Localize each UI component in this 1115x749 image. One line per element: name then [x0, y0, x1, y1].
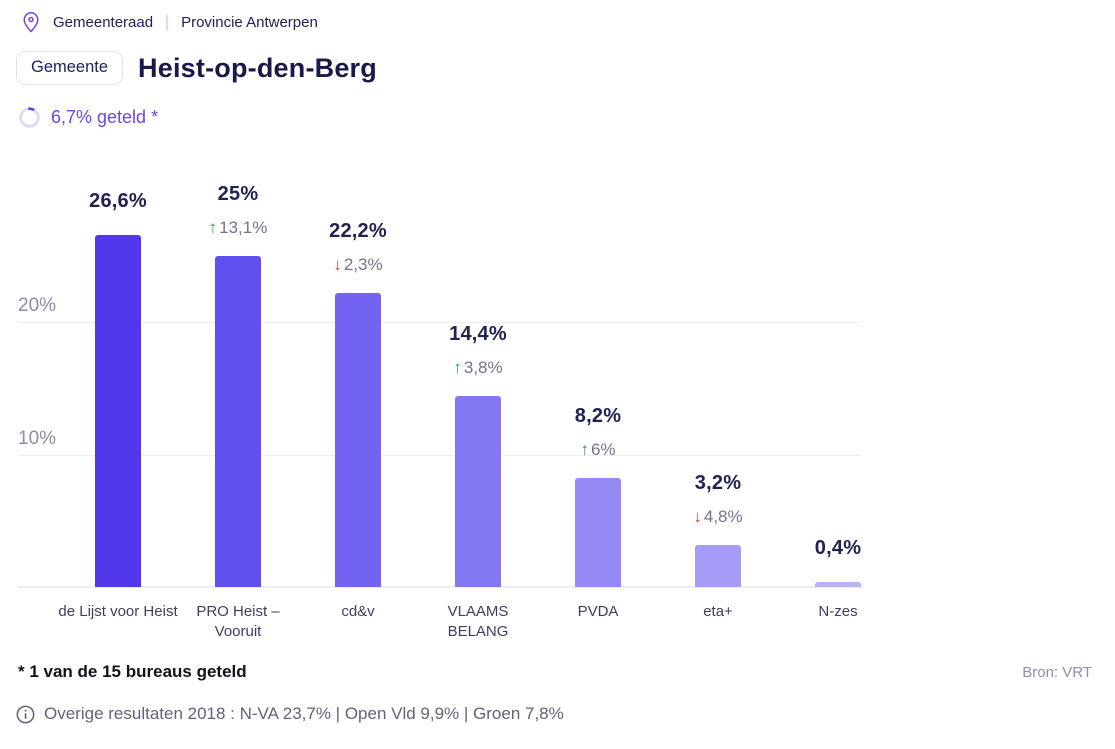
other-results-row: Overige resultaten 2018 : N-VA 23,7% | O… [16, 704, 564, 724]
bar-change-label: ↓ 2,3% [288, 255, 428, 275]
bar-de Lijst voor Heist[interactable] [95, 235, 141, 587]
info-icon [16, 705, 35, 723]
arrow-up-icon: ↑ [453, 358, 462, 377]
breadcrumb: Gemeenteraad Provincie Antwerpen [22, 12, 318, 33]
bar-value-label: 0,4% [814, 537, 862, 559]
other-results-text: Overige resultaten 2018 : N-VA 23,7% | O… [44, 704, 564, 723]
change-value: 4,8% [703, 507, 743, 526]
title-row: Gemeente Heist-op-den-Berg [16, 51, 377, 85]
arrow-down-icon: ↓ [333, 255, 342, 274]
x-axis-label-N-zes: N-zes [818, 603, 858, 620]
x-axis-line [18, 586, 860, 588]
bar-cd&v[interactable] [335, 293, 381, 587]
x-axis-label-cd&v: cd&v [341, 603, 375, 620]
results-bar-chart: 20% 10% 26,6% de Lijst voor Heist 25% ↑ 13,1% P… [0, 160, 1115, 660]
location-pin-icon [23, 12, 39, 33]
arrow-down-icon: ↓ [693, 507, 702, 526]
y-axis-tick: 20% [18, 295, 57, 316]
gridline-20% [18, 322, 860, 323]
counted-progress: 6,7% geteld * [18, 106, 158, 129]
change-value: 6% [590, 440, 616, 459]
x-axis-label-PVDA: PVDA [577, 603, 619, 620]
bar-value-label: 8,2% [574, 405, 622, 427]
bar-PRO Heist – Vooruit[interactable] [215, 256, 261, 587]
bar-VLAAMS BELANG[interactable] [455, 396, 501, 587]
change-value: 2,3% [343, 255, 383, 274]
bar-value-label: 3,2% [694, 472, 742, 494]
counted-label: 6,7% geteld * [51, 107, 159, 127]
bar-PVDA[interactable] [575, 478, 621, 587]
bar-value-label: 25% [217, 183, 259, 205]
breadcrumb-province[interactable]: Provincie Antwerpen [181, 14, 318, 31]
bar-value-label: 14,4% [449, 323, 507, 345]
page-title: Heist-op-den-Berg [138, 52, 377, 83]
bureaus-footnote: * 1 van de 15 bureaus geteld [18, 662, 247, 681]
breadcrumb-election[interactable]: Gemeenteraad [53, 14, 154, 31]
x-axis-label-eta+: eta+ [703, 603, 733, 620]
arrow-up-icon: ↑ [580, 440, 589, 459]
x-axis-label-de Lijst voor Heist: de Lijst voor Heist [58, 603, 178, 620]
bar-change-label: ↑ 6% [528, 440, 668, 460]
breadcrumb-divider [166, 14, 169, 31]
bar-change-label: ↑ 13,1% [168, 218, 308, 238]
source-credit: Bron: VRT [1022, 664, 1092, 681]
arrow-up-icon: ↑ [208, 218, 218, 237]
bar-eta+[interactable] [695, 545, 741, 587]
x-axis-label-PRO Heist – Vooruit: PRO Heist – Vooruit [196, 603, 280, 640]
bar-N-zes[interactable] [815, 582, 861, 587]
progress-ring-icon [19, 107, 40, 128]
gridline-10% [18, 454, 860, 456]
bar-change-label: ↑ 3,8% [408, 358, 548, 378]
change-value: 3,8% [463, 358, 503, 377]
change-value: 13,1% [219, 218, 268, 237]
x-axis-label-VLAAMS BELANG: VLAAMS BELANG [447, 603, 509, 640]
bar-value-label: 26,6% [89, 190, 147, 212]
level-badge: Gemeente [16, 51, 124, 85]
bar-value-label: 22,2% [329, 220, 387, 242]
y-axis-tick: 10% [18, 427, 57, 449]
bar-change-label: ↓ 4,8% [648, 507, 788, 527]
